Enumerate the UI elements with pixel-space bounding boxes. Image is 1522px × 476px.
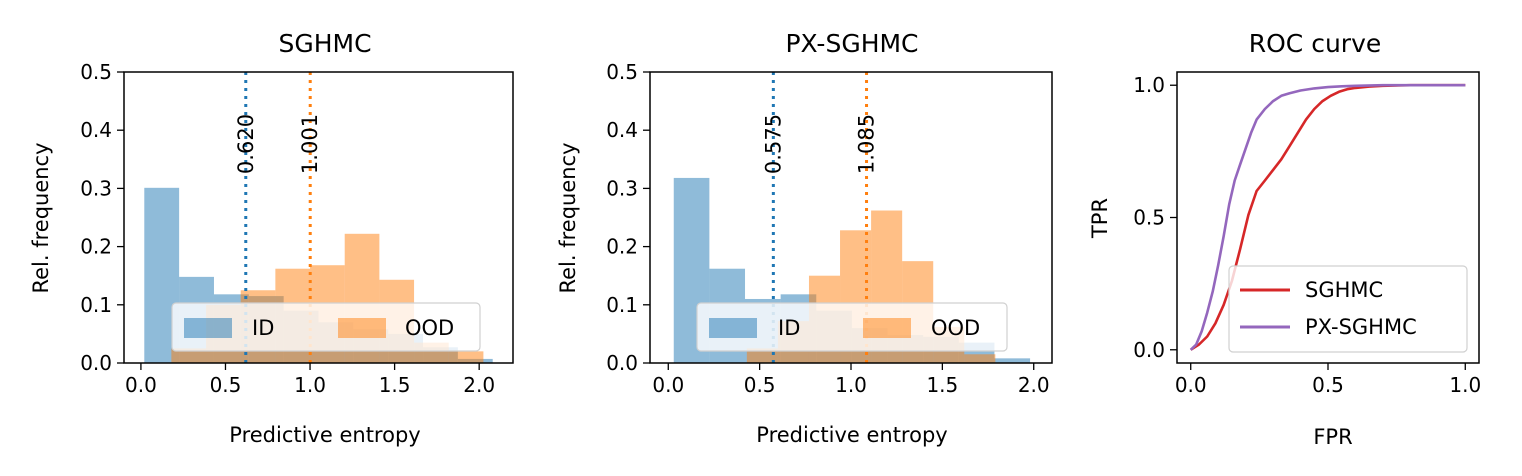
panel-roc-xlabel: FPR bbox=[1313, 425, 1352, 449]
panel-px-sghmc-legend: ID OOD bbox=[696, 302, 1008, 352]
mean-value-label-ood: 1.001 bbox=[298, 114, 322, 174]
panel-sghmc-ylabel: Rel. frequency bbox=[29, 142, 53, 293]
hist-bar-ood bbox=[171, 348, 207, 363]
legend-id-swatch bbox=[184, 318, 232, 338]
legend-id-label: ID bbox=[252, 316, 274, 340]
y-tick-label: 0.4 bbox=[606, 118, 638, 142]
x-tick-label: 0.5 bbox=[210, 373, 242, 397]
y-tick-label: 0.2 bbox=[606, 235, 638, 259]
x-tick-label: 2.0 bbox=[1018, 373, 1050, 397]
legend-ood-label: OOD bbox=[405, 316, 454, 340]
panel-px-sghmc-histogram: PX-SGHMC 0.575 1.085 ID OOD 0.0 0.5 1.0 1.5 2… bbox=[556, 29, 1053, 447]
y-tick-label: 0.1 bbox=[606, 293, 638, 317]
hist-bar-id bbox=[994, 358, 1031, 363]
panel-sghmc-legend: ID OOD bbox=[171, 302, 481, 352]
panel-roc-title: ROC curve bbox=[1249, 29, 1382, 58]
x-tick-label: 0.5 bbox=[744, 373, 776, 397]
panel-roc-ylabel: TPR bbox=[1088, 198, 1112, 239]
y-tick-label: 0.3 bbox=[80, 176, 112, 200]
y-tick-label: 0.2 bbox=[80, 235, 112, 259]
panel-px-sghmc-ylabel: Rel. frequency bbox=[556, 142, 580, 293]
y-tick-label: 0.1 bbox=[80, 293, 112, 317]
panel-sghmc-title: SGHMC bbox=[278, 29, 371, 58]
mean-value-label-id: 0.620 bbox=[234, 114, 258, 174]
y-tick-label: 0.0 bbox=[606, 351, 638, 375]
x-tick-label: 1.0 bbox=[294, 373, 326, 397]
legend-frame bbox=[696, 302, 1008, 352]
legend-ood-swatch bbox=[863, 318, 911, 338]
x-tick-label: 0.0 bbox=[125, 373, 157, 397]
x-tick-label: 1.0 bbox=[1449, 373, 1481, 397]
panel-px-sghmc-xlabel: Predictive entropy bbox=[756, 423, 947, 447]
y-tick-label: 0.0 bbox=[1133, 338, 1165, 362]
mean-value-label-id: 0.575 bbox=[761, 114, 785, 174]
x-tick-label: 0.0 bbox=[652, 373, 684, 397]
legend-sghmc-label: SGHMC bbox=[1305, 278, 1383, 302]
panel-sghmc-axes-frame bbox=[123, 71, 514, 364]
hist-bar-ood bbox=[964, 354, 996, 363]
legend-ood-swatch bbox=[338, 318, 386, 338]
y-tick-label: 0.5 bbox=[80, 60, 112, 84]
panel-roc-curve: ROC curve SGHMC PX-SGHMC 0.0 0.5 1.0 0.0 0.… bbox=[1088, 29, 1481, 449]
panel-sghmc-histogram: SGHMC 0.620 1.001 ID OOD 0.0 0.5 1.0 1.5 2.0 … bbox=[29, 29, 514, 447]
y-tick-label: 0.5 bbox=[1133, 206, 1165, 230]
y-tick-label: 0.4 bbox=[80, 118, 112, 142]
y-tick-label: 0.3 bbox=[606, 176, 638, 200]
x-tick-label: 0.5 bbox=[1312, 373, 1344, 397]
x-tick-label: 1.0 bbox=[835, 373, 867, 397]
hist-bar-ood bbox=[746, 348, 778, 363]
legend-ood-label: OOD bbox=[931, 316, 980, 340]
legend-px-sghmc-label: PX-SGHMC bbox=[1305, 315, 1417, 339]
x-tick-label: 0.0 bbox=[1175, 373, 1207, 397]
mean-value-label-ood: 1.085 bbox=[855, 114, 879, 174]
hist-bar-ood bbox=[448, 351, 484, 363]
panel-sghmc-xlabel: Predictive entropy bbox=[229, 423, 420, 447]
y-tick-label: 0.0 bbox=[80, 351, 112, 375]
panel-roc-legend: SGHMC PX-SGHMC bbox=[1228, 265, 1468, 353]
legend-frame bbox=[171, 302, 481, 352]
legend-id-label: ID bbox=[778, 316, 800, 340]
roc-line-px-sghmc bbox=[1189, 83, 1466, 351]
y-tick-label: 0.5 bbox=[606, 60, 638, 84]
panel-px-sghmc-title: PX-SGHMC bbox=[785, 29, 918, 58]
x-tick-label: 2.0 bbox=[463, 373, 495, 397]
legend-frame bbox=[1228, 265, 1468, 353]
legend-id-swatch bbox=[709, 318, 757, 338]
y-tick-label: 1.0 bbox=[1133, 73, 1165, 97]
x-tick-label: 1.5 bbox=[379, 373, 411, 397]
roc-line-sghmc bbox=[1190, 83, 1466, 351]
x-tick-label: 1.5 bbox=[926, 373, 958, 397]
